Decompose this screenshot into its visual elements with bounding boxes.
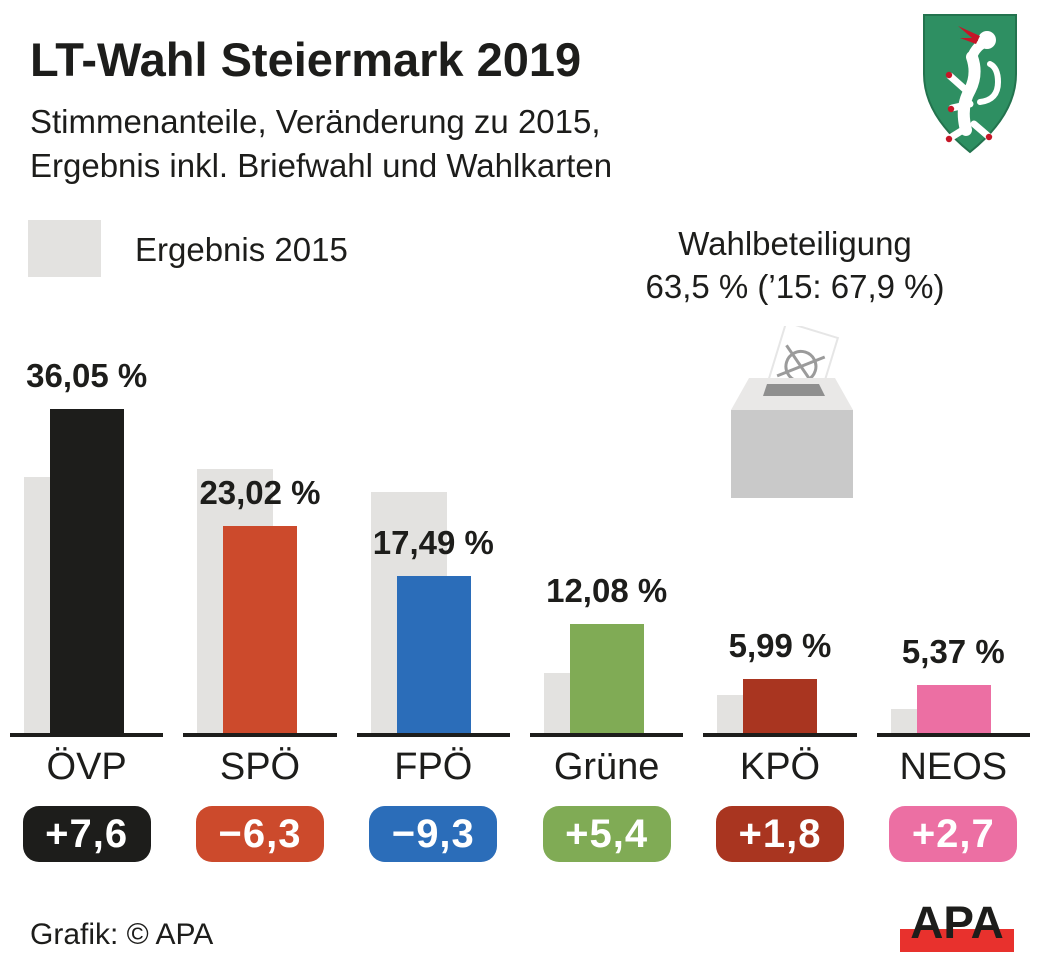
axis-baseline [529,733,684,737]
apa-logo: APA [900,898,1014,952]
graphic-credit: Grafik: © APA [30,918,214,951]
value-label: 23,02 % [199,474,321,511]
change-badge: +7,6 [22,806,151,862]
party-name: Grüne [553,746,660,788]
bar-2019 [743,679,818,733]
bar-2019 [916,685,991,733]
party-name: KPÖ [739,746,821,788]
party-name: FPÖ [394,746,473,788]
axis-baseline [703,733,857,737]
chart-column-5: 5,99 % [693,336,866,737]
ballot-box-icon [731,326,853,498]
value-label: 36,05 % [26,357,148,394]
axis-baseline [356,733,510,737]
value-label: 5,99 % [728,627,832,664]
styria-coat-of-arms-icon [923,14,1017,154]
change-badge: +2,7 [889,806,1018,862]
badge-cell: +5,4 [520,806,693,862]
change-badge: −6,3 [195,806,324,862]
apa-logo-red-bar [900,929,1014,952]
change-badge: +1,8 [715,806,844,862]
bar-2019 [223,526,298,733]
badge-cell: −9,3 [347,806,520,862]
value-label: 17,49 % [372,524,494,561]
party-label-row: ÖVP SPÖ FPÖ Grüne KPÖ NEOS [0,746,1040,789]
page-title: LT-Wahl Steiermark 2019 [30,33,582,86]
turnout-value: 63,5 % (’15: 67,9 %) [645,268,945,305]
apa-logo-text: APA [910,897,1004,948]
legend-label: Ergebnis 2015 [135,231,348,268]
subtitle-line-1: Stimmenanteile, Veränderung zu 2015, [30,103,601,140]
turnout-block: Wahlbeteiligung 63,5 % (’15: 67,9 %) [595,222,995,308]
value-label: 12,08 % [546,572,668,609]
change-badge: −9,3 [369,806,498,862]
bar-chart: 36,05 % 23,02 % 17,49 % 12,08 % 5,99 % 5,37 % [0,336,1040,737]
chart-column-1: 36,05 % [0,336,173,737]
bar-2019 [50,409,124,733]
axis-baseline [183,733,337,737]
party-name: SPÖ [219,746,301,788]
party-name: ÖVP [46,746,127,788]
axis-baseline [10,733,164,737]
chart-column-6: 5,37 % [867,336,1040,737]
legend-swatch-2015 [28,220,101,277]
change-badge-row: +7,6 −6,3 −9,3 +5,4 +1,8 +2,7 [0,806,1040,862]
badge-cell: −6,3 [173,806,346,862]
turnout-title: Wahlbeteiligung [678,225,912,262]
badge-cell: +2,7 [867,806,1040,862]
badge-cell: +7,6 [0,806,173,862]
subtitle-line-2: Ergebnis inkl. Briefwahl und Wahlkarten [30,147,613,184]
change-badge: +5,4 [542,806,671,862]
chart-column-4: 12,08 % [520,336,693,737]
party-name: NEOS [899,746,1008,788]
axis-baseline [876,733,1030,737]
bar-2019 [396,576,471,733]
chart-column-2: 23,02 % [173,336,346,737]
bar-2019 [569,624,644,733]
value-label: 5,37 % [901,633,1005,670]
page-subtitle: Stimmenanteile, Veränderung zu 2015, Erg… [30,100,612,188]
chart-column-3: 17,49 % [347,336,520,737]
badge-cell: +1,8 [693,806,866,862]
